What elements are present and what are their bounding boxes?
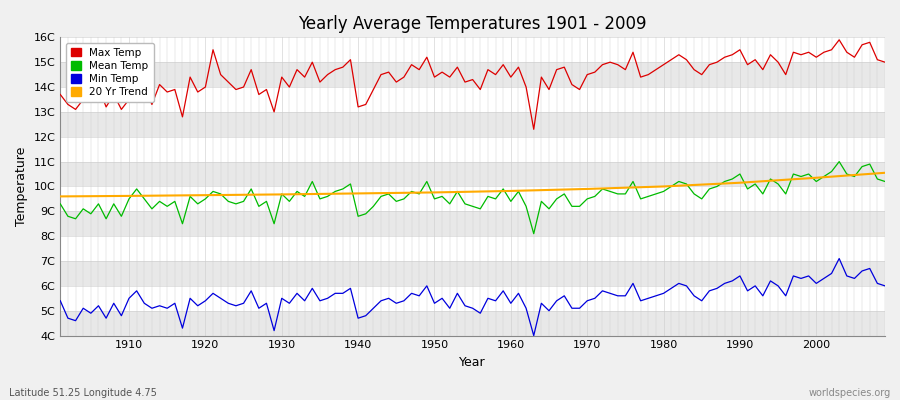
Y-axis label: Temperature: Temperature	[15, 147, 28, 226]
Text: Latitude 51.25 Longitude 4.75: Latitude 51.25 Longitude 4.75	[9, 388, 157, 398]
Bar	[60, 112, 885, 137]
Legend: Max Temp, Mean Temp, Min Temp, 20 Yr Trend: Max Temp, Mean Temp, Min Temp, 20 Yr Tre…	[66, 42, 154, 102]
Bar	[60, 62, 885, 87]
Bar	[60, 162, 885, 186]
Text: worldspecies.org: worldspecies.org	[809, 388, 891, 398]
Bar	[60, 261, 885, 286]
Bar	[60, 311, 885, 336]
X-axis label: Year: Year	[459, 356, 486, 369]
Bar	[60, 211, 885, 236]
Title: Yearly Average Temperatures 1901 - 2009: Yearly Average Temperatures 1901 - 2009	[299, 15, 647, 33]
